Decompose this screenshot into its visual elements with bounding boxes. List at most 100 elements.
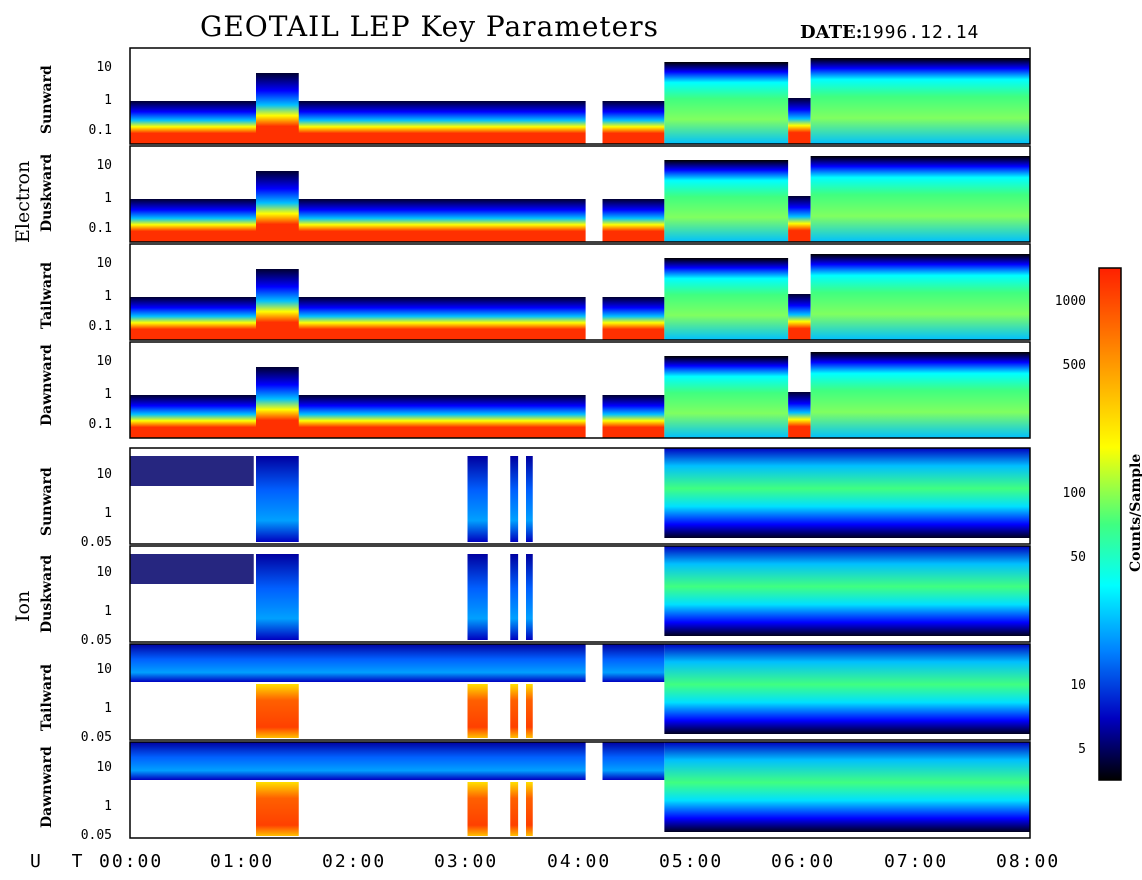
electron-band-post-gap-0 xyxy=(602,101,665,144)
colorbar xyxy=(1098,267,1122,781)
ion-hot-burst-3-2 xyxy=(510,782,519,836)
colorbar-tick-100: 100 xyxy=(1062,486,1086,501)
electron-band-quiet-3 xyxy=(130,395,586,438)
electron-sheet-3 xyxy=(810,352,1030,438)
xtick-00-00: 00:00 xyxy=(99,851,164,872)
ytick-ion-duskward-1: 1 xyxy=(104,604,112,619)
ion-upper-band-3 xyxy=(130,742,586,780)
electron-active-2 xyxy=(664,258,789,340)
ion-panel-frame-3 xyxy=(129,741,1031,839)
panel-label-electron-dawnward: Dawnward xyxy=(39,344,55,426)
ion-sparse-band-0 xyxy=(130,456,254,486)
ion-hot-burst-2-3 xyxy=(526,684,533,738)
ion-burst-1-2 xyxy=(510,554,519,640)
ytick-electron-duskward-10: 10 xyxy=(96,158,112,173)
ytick-ion-duskward-10: 10 xyxy=(96,565,112,580)
ion-burst-1-1 xyxy=(467,554,488,640)
xtick-03-00: 03:00 xyxy=(434,851,499,872)
electron-panel-frame-0 xyxy=(129,47,1031,145)
ion-hot-burst-3-1 xyxy=(467,782,488,836)
ion-sparse-band-1 xyxy=(130,554,254,584)
xtick-06-00: 06:00 xyxy=(771,851,836,872)
panel-label-ion-duskward: Duskward xyxy=(39,554,55,633)
ytick-ion-dawnward-1: 1 xyxy=(104,799,112,814)
ytick-electron-dawnward-0.1: 0.1 xyxy=(88,417,112,432)
ion-burst-1-0 xyxy=(256,554,299,640)
ion-active-3 xyxy=(664,742,1030,832)
ion-active-0 xyxy=(664,448,1030,538)
electron-band-post-gap-1 xyxy=(602,199,665,242)
ytick-electron-sunward-0.1: 0.1 xyxy=(88,123,112,138)
electron-dip-3 xyxy=(788,392,811,438)
xtick-07-00: 07:00 xyxy=(884,851,949,872)
x-axis-label: U T xyxy=(30,851,93,872)
electron-dip-1 xyxy=(788,196,811,242)
group-label-ion: Ion xyxy=(12,590,34,622)
ion-hot-burst-3-3 xyxy=(526,782,533,836)
group-label-electron: Electron xyxy=(12,160,34,243)
electron-sheet-1 xyxy=(810,156,1030,242)
xtick-08-00: 08:00 xyxy=(996,851,1061,872)
colorbar-tick-10: 10 xyxy=(1070,678,1086,693)
electron-sheet-0 xyxy=(810,58,1030,144)
ytick-electron-tailward-10: 10 xyxy=(96,256,112,271)
ytick-ion-dawnward-10: 10 xyxy=(96,760,112,775)
ytick-electron-duskward-0.1: 0.1 xyxy=(88,221,112,236)
electron-band-post-gap-3 xyxy=(602,395,665,438)
colorbar-tick-500: 500 xyxy=(1062,358,1086,373)
ytick-electron-sunward-10: 10 xyxy=(96,60,112,75)
panel-label-electron-sunward: Sunward xyxy=(39,65,55,134)
electron-band-quiet-1 xyxy=(130,199,586,242)
ytick-ion-tailward-0.05: 0.05 xyxy=(80,730,112,745)
colorbar-label: Counts/Sample xyxy=(1128,453,1142,572)
ion-hot-burst-2-2 xyxy=(510,684,519,738)
ion-panel-frame-1 xyxy=(129,545,1031,643)
electron-active-0 xyxy=(664,62,789,144)
ytick-electron-dawnward-1: 1 xyxy=(104,387,112,402)
ion-hot-burst-2-1 xyxy=(467,684,488,738)
colorbar-tick-5: 5 xyxy=(1078,742,1086,757)
electron-active-1 xyxy=(664,160,789,242)
electron-dip-0 xyxy=(788,98,811,144)
ion-hot-burst-3-0 xyxy=(256,782,299,836)
ytick-electron-tailward-0.1: 0.1 xyxy=(88,319,112,334)
xtick-05-00: 05:00 xyxy=(659,851,724,872)
electron-panel-frame-3 xyxy=(129,341,1031,439)
ytick-electron-duskward-1: 1 xyxy=(104,191,112,206)
panel-label-ion-dawnward: Dawnward xyxy=(39,746,55,828)
ion-burst-1-3 xyxy=(526,554,533,640)
electron-band-post-gap-2 xyxy=(602,297,665,340)
electron-band-quiet-0 xyxy=(130,101,586,144)
electron-band-quiet-2 xyxy=(130,297,586,340)
ytick-ion-tailward-1: 1 xyxy=(104,701,112,716)
ytick-electron-tailward-1: 1 xyxy=(104,289,112,304)
xtick-01-00: 01:00 xyxy=(210,851,275,872)
ion-panel-frame-0 xyxy=(129,447,1031,545)
ion-active-2 xyxy=(664,644,1030,734)
date-label: DATE: xyxy=(800,22,863,43)
electron-panel-frame-1 xyxy=(129,145,1031,243)
electron-active-3 xyxy=(664,356,789,438)
electron-burst-0 xyxy=(256,73,299,144)
ytick-ion-sunward-1: 1 xyxy=(104,506,112,521)
ion-upper-band-2 xyxy=(130,644,586,682)
ytick-ion-dawnward-0.05: 0.05 xyxy=(80,828,112,843)
chart-title: GEOTAIL LEP Key Parameters xyxy=(200,10,659,43)
panel-label-ion-tailward: Tailward xyxy=(39,663,55,731)
ytick-ion-sunward-10: 10 xyxy=(96,467,112,482)
colorbar-tick-1000: 1000 xyxy=(1054,294,1086,309)
ion-burst-0-1 xyxy=(467,456,488,542)
panel-label-electron-duskward: Duskward xyxy=(39,153,55,232)
panel-label-ion-sunward: Sunward xyxy=(39,467,55,536)
electron-dip-2 xyxy=(788,294,811,340)
electron-sheet-2 xyxy=(810,254,1030,340)
ion-hot-burst-2-0 xyxy=(256,684,299,738)
electron-burst-2 xyxy=(256,269,299,340)
electron-burst-3 xyxy=(256,367,299,438)
ion-panel-frame-2 xyxy=(129,643,1031,741)
ion-upper-band-post-2 xyxy=(602,644,665,682)
ion-burst-0-3 xyxy=(526,456,533,542)
panel-label-electron-tailward: Tailward xyxy=(39,261,55,329)
electron-panel-frame-2 xyxy=(129,243,1031,341)
